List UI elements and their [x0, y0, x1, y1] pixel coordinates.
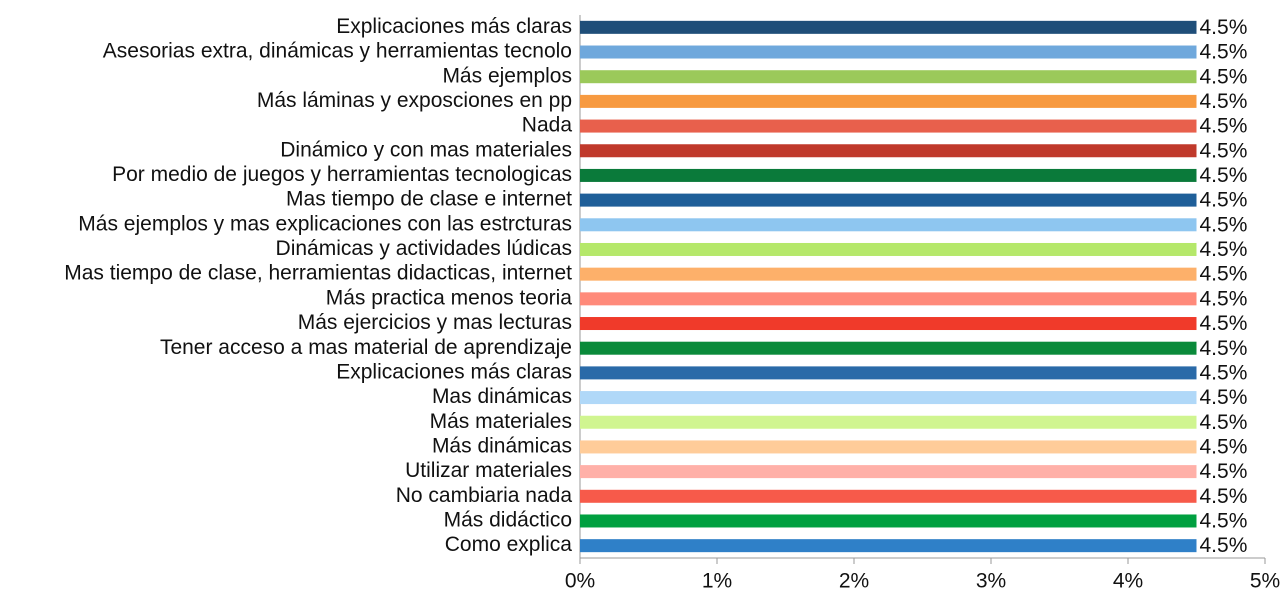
bar [580, 94, 1197, 108]
value-label: 4.5% [1200, 16, 1248, 39]
y-tick-label: Dinámico y con mas materiales [280, 138, 572, 161]
bar [580, 317, 1197, 331]
x-tick-label: 0% [565, 570, 595, 593]
value-label: 4.5% [1200, 189, 1248, 212]
bar [580, 415, 1197, 429]
x-tick-label: 1% [702, 570, 732, 593]
y-tick-label: Asesorias extra, dinámicas y herramienta… [103, 40, 572, 63]
y-tick-label: Dinámicas y actividades lúdicas [276, 237, 572, 260]
y-tick-label: Más materiales [430, 410, 572, 433]
value-label: 4.5% [1200, 534, 1248, 557]
value-label: 4.5% [1200, 139, 1248, 162]
bar [580, 341, 1197, 355]
bar [580, 119, 1197, 133]
value-label: 4.5% [1200, 386, 1248, 409]
y-tick-label: Más dinámicas [432, 434, 572, 457]
x-tick-label: 3% [976, 570, 1006, 593]
value-label: 4.5% [1200, 90, 1248, 113]
value-label: 4.5% [1200, 115, 1248, 138]
y-tick-label: No cambiaria nada [396, 484, 573, 507]
bar [580, 465, 1197, 479]
bar [580, 514, 1197, 528]
y-tick-label: Más ejercicios y mas lecturas [298, 311, 572, 334]
y-tick-label: Más ejemplos [442, 64, 572, 87]
y-tick-label: Mas tiempo de clase e internet [286, 188, 572, 211]
x-tick-label: 2% [839, 570, 869, 593]
y-tick-label: Por medio de juegos y herramientas tecno… [112, 163, 572, 186]
bar [580, 45, 1197, 59]
y-tick-label: Más ejemplos y mas explicaciones con las… [78, 212, 572, 235]
bar [580, 193, 1197, 207]
bar [580, 20, 1197, 34]
bar [580, 242, 1197, 256]
value-label: 4.5% [1200, 435, 1248, 458]
value-label: 4.5% [1200, 485, 1248, 508]
bar [580, 366, 1197, 380]
value-label: 4.5% [1200, 411, 1248, 434]
value-label: 4.5% [1200, 41, 1248, 64]
y-tick-label: Como explica [445, 533, 573, 556]
y-tick-label: Más láminas y exposciones en pp [257, 89, 572, 112]
bar [580, 440, 1197, 454]
y-tick-label: Mas dinámicas [432, 385, 572, 408]
y-tick-label: Tener acceso a mas material de aprendiza… [160, 336, 572, 359]
value-label: 4.5% [1200, 65, 1248, 88]
bar [580, 168, 1197, 182]
x-tick-label: 5% [1250, 570, 1280, 593]
value-label: 4.5% [1200, 337, 1248, 360]
value-label: 4.5% [1200, 312, 1248, 335]
bar [580, 70, 1197, 84]
value-label: 4.5% [1200, 164, 1248, 187]
value-label: 4.5% [1200, 460, 1248, 483]
value-label: 4.5% [1200, 213, 1248, 236]
bar [580, 144, 1197, 158]
y-tick-label: Más practica menos teoria [326, 286, 573, 309]
value-label: 4.5% [1200, 287, 1248, 310]
bar [580, 292, 1197, 306]
y-tick-label: Explicaciones más claras [336, 360, 572, 383]
x-tick-label: 4% [1113, 570, 1143, 593]
y-tick-label: Explicaciones más claras [336, 15, 572, 38]
bar [580, 391, 1197, 405]
y-tick-label: Mas tiempo de clase, herramientas didact… [64, 262, 572, 285]
y-tick-label: Nada [522, 114, 573, 137]
y-tick-label: Más didáctico [444, 509, 572, 532]
bar [580, 218, 1197, 232]
bar [580, 539, 1197, 553]
bar [580, 489, 1197, 503]
value-label: 4.5% [1200, 361, 1248, 384]
value-label: 4.5% [1200, 263, 1248, 286]
value-label: 4.5% [1200, 238, 1248, 261]
bar [580, 267, 1197, 281]
value-label: 4.5% [1200, 510, 1248, 533]
y-tick-label: Utilizar materiales [405, 459, 572, 482]
